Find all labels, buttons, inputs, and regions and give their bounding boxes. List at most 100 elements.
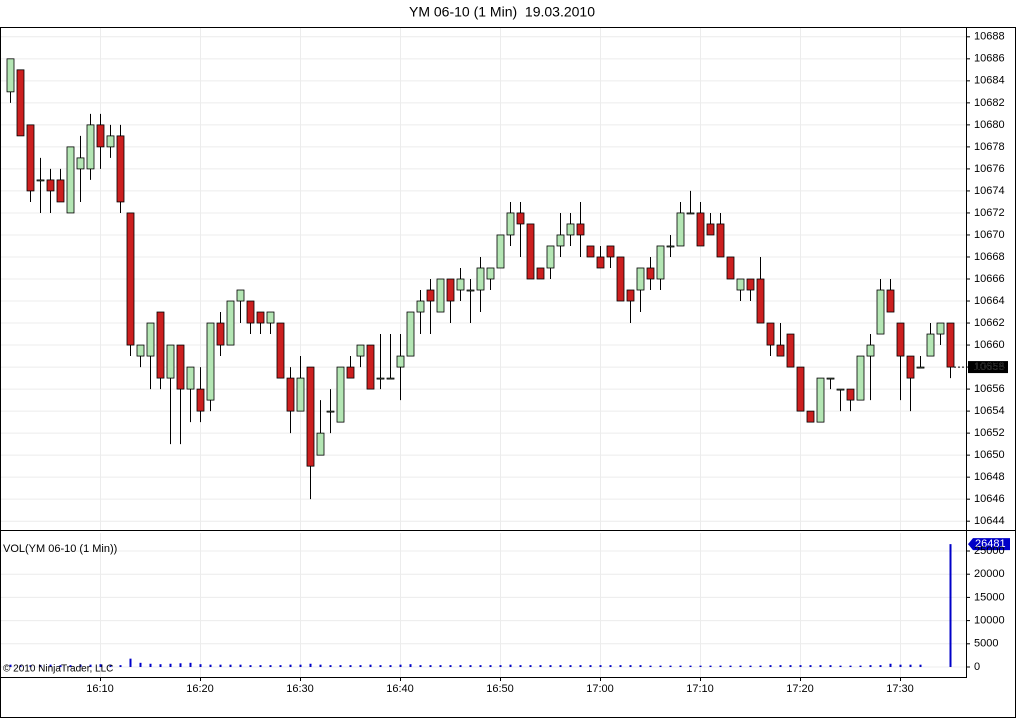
x-tick-label: 16:30	[286, 683, 314, 695]
volume-bar	[649, 665, 652, 668]
candle-body	[916, 366, 925, 369]
volume-bar	[799, 665, 802, 668]
candle-body	[6, 58, 15, 93]
volume-bar	[949, 544, 952, 668]
volume-bar	[59, 665, 62, 668]
candle-body	[786, 333, 795, 368]
volume-bar	[779, 665, 782, 668]
candle-body	[156, 311, 165, 379]
last-price-label: 10658	[974, 361, 1005, 373]
volume-bar	[549, 665, 552, 668]
candle-body	[536, 267, 545, 280]
candle-body	[866, 344, 875, 357]
volume-bar	[839, 665, 842, 668]
candle-body	[216, 322, 225, 346]
candle-body	[586, 245, 595, 258]
y-tick-label: 10666	[974, 273, 1005, 285]
y-tick-label: 10678	[974, 141, 1005, 153]
volume-bar	[299, 664, 302, 668]
candle-body	[546, 245, 555, 269]
y-tick-label: 10670	[974, 229, 1005, 241]
y-tick-label: 10672	[974, 207, 1005, 219]
volume-bar	[869, 665, 872, 668]
candle-body	[596, 256, 605, 269]
volume-bar	[29, 665, 32, 668]
volume-bar	[859, 665, 862, 668]
volume-bar	[789, 665, 792, 668]
volume-bar	[459, 665, 462, 668]
candle-body	[606, 245, 615, 258]
volume-bar	[449, 665, 452, 668]
volume-bar	[589, 665, 592, 668]
volume-bar	[109, 665, 112, 668]
y-tick-label: 10662	[974, 317, 1005, 329]
candle-body	[206, 322, 215, 401]
y-tick-label: 10686	[974, 53, 1005, 65]
candle-body	[66, 146, 75, 214]
candle-body	[656, 245, 665, 280]
volume-bar	[499, 665, 502, 668]
candle-body	[246, 300, 255, 324]
x-tick-label: 17:20	[786, 683, 814, 695]
candle-body	[406, 311, 415, 357]
volume-bar	[39, 665, 42, 668]
volume-bar	[399, 664, 402, 668]
volume-bar	[709, 665, 712, 668]
volume-bar	[169, 663, 172, 668]
candle-body	[26, 124, 35, 192]
volume-bar	[99, 664, 102, 668]
last-price-box	[968, 361, 1008, 374]
candle-body	[526, 223, 535, 280]
y-tick-label: 20000	[974, 568, 1005, 580]
candle-body	[146, 322, 155, 357]
candle-body	[776, 344, 785, 357]
volume-bar	[569, 665, 572, 668]
candle-body	[96, 124, 105, 148]
candle-body	[736, 278, 745, 291]
volume-bar	[899, 664, 902, 668]
candle-body	[456, 278, 465, 291]
volume-bar	[759, 665, 762, 668]
candle-body	[366, 344, 375, 390]
candle-body	[906, 355, 915, 379]
y-tick-label: 10682	[974, 97, 1005, 109]
y-tick-label: 10656	[974, 383, 1005, 395]
y-tick-label: 10664	[974, 295, 1005, 307]
volume-bar	[669, 665, 672, 668]
grid	[1, 28, 966, 677]
candle-body	[186, 366, 195, 390]
candle-body	[696, 212, 705, 247]
volume-bar	[229, 664, 232, 668]
candle-body	[686, 212, 695, 215]
y-tick-label: 10650	[974, 449, 1005, 461]
volume-bar	[919, 664, 922, 668]
volume-bar	[269, 665, 272, 668]
x-tick-label: 16:10	[86, 683, 114, 695]
candle-body	[946, 322, 955, 368]
volume-bar	[49, 664, 52, 668]
candle-body	[76, 157, 85, 170]
volume-bar	[809, 665, 812, 668]
volume-bar	[329, 665, 332, 668]
volume-bar	[319, 664, 322, 668]
volume-bar	[769, 665, 772, 668]
y-tick-label: 10688	[974, 31, 1005, 43]
volume-bar	[489, 665, 492, 668]
candle-body	[826, 377, 835, 380]
volume-bar	[509, 664, 512, 668]
marks: 10658 26481	[6, 58, 1010, 668]
volume-bar	[469, 665, 472, 668]
last-volume-box	[968, 538, 1010, 551]
volume-bar	[69, 665, 72, 668]
y-tick-label: 10684	[974, 75, 1005, 87]
candle-body	[436, 278, 445, 313]
copyright: © 2010 NinjaTrader, LLC	[3, 664, 113, 675]
volume-bar	[579, 665, 582, 668]
volume-bar	[479, 665, 482, 668]
candle-body	[676, 212, 685, 247]
x-tick-label: 16:50	[486, 683, 514, 695]
volume-title: VOL(YM 06-10 (1 Min))	[3, 543, 117, 555]
last-volume-label: 26481	[975, 538, 1006, 550]
candle-body	[766, 322, 775, 346]
y-tick-label: 10648	[974, 471, 1005, 483]
